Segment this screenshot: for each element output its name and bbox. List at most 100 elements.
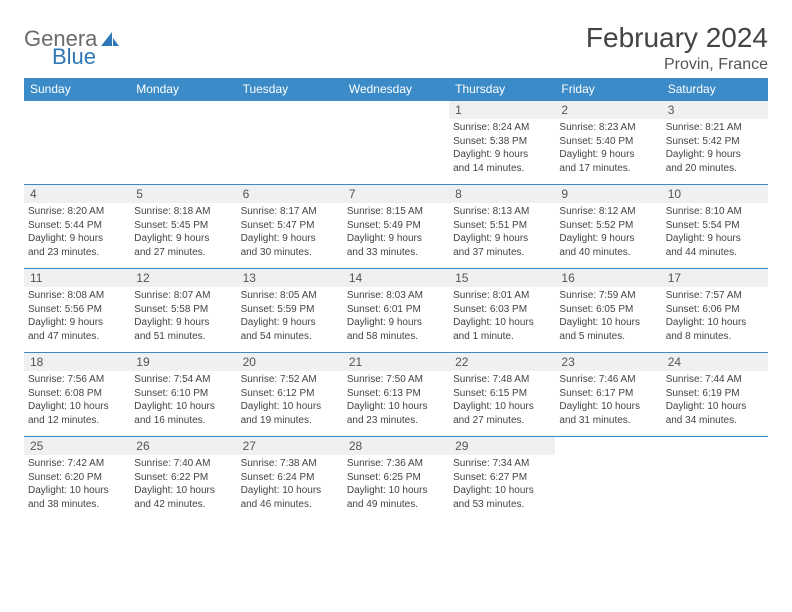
calendar-day-cell: 4Sunrise: 8:20 AMSunset: 5:44 PMDaylight… [24,185,130,269]
day-info: Sunrise: 8:20 AMSunset: 5:44 PMDaylight:… [28,205,126,259]
day-number: 21 [343,353,449,371]
day-number: 10 [662,185,768,203]
day-info: Sunrise: 7:46 AMSunset: 6:17 PMDaylight:… [559,373,657,427]
daylight-text: Daylight: 10 hours [559,316,657,330]
calendar-day-cell: 13Sunrise: 8:05 AMSunset: 5:59 PMDayligh… [237,269,343,353]
calendar-day-cell: 1Sunrise: 8:24 AMSunset: 5:38 PMDaylight… [449,101,555,185]
sunrise-text: Sunrise: 8:21 AM [666,121,764,135]
daylight-text: and 1 minute. [453,330,551,344]
day-info: Sunrise: 7:34 AMSunset: 6:27 PMDaylight:… [453,457,551,511]
daylight-text: and 19 minutes. [241,414,339,428]
daylight-text: and 30 minutes. [241,246,339,260]
day-number: 15 [449,269,555,287]
daylight-text: Daylight: 9 hours [559,232,657,246]
calendar-week-row: 1Sunrise: 8:24 AMSunset: 5:38 PMDaylight… [24,101,768,185]
daylight-text: Daylight: 9 hours [453,232,551,246]
calendar-day-cell: 27Sunrise: 7:38 AMSunset: 6:24 PMDayligh… [237,437,343,521]
sunset-text: Sunset: 6:10 PM [134,387,232,401]
day-info: Sunrise: 8:18 AMSunset: 5:45 PMDaylight:… [134,205,232,259]
sunset-text: Sunset: 5:45 PM [134,219,232,233]
day-info: Sunrise: 8:01 AMSunset: 6:03 PMDaylight:… [453,289,551,343]
sunrise-text: Sunrise: 8:12 AM [559,205,657,219]
calendar-day-cell: 7Sunrise: 8:15 AMSunset: 5:49 PMDaylight… [343,185,449,269]
calendar-day-cell: 11Sunrise: 8:08 AMSunset: 5:56 PMDayligh… [24,269,130,353]
sunset-text: Sunset: 5:47 PM [241,219,339,233]
daylight-text: Daylight: 10 hours [347,400,445,414]
sunset-text: Sunset: 6:01 PM [347,303,445,317]
calendar-body: 1Sunrise: 8:24 AMSunset: 5:38 PMDaylight… [24,101,768,521]
day-info: Sunrise: 8:13 AMSunset: 5:51 PMDaylight:… [453,205,551,259]
daylight-text: and 17 minutes. [559,162,657,176]
sunset-text: Sunset: 6:22 PM [134,471,232,485]
sunrise-text: Sunrise: 7:42 AM [28,457,126,471]
sunrise-text: Sunrise: 7:44 AM [666,373,764,387]
weekday-header: Sunday [24,78,130,101]
daylight-text: and 34 minutes. [666,414,764,428]
calendar-day-cell: 22Sunrise: 7:48 AMSunset: 6:15 PMDayligh… [449,353,555,437]
sunrise-text: Sunrise: 8:13 AM [453,205,551,219]
day-info: Sunrise: 8:10 AMSunset: 5:54 PMDaylight:… [666,205,764,259]
day-info: Sunrise: 7:50 AMSunset: 6:13 PMDaylight:… [347,373,445,427]
day-info: Sunrise: 7:59 AMSunset: 6:05 PMDaylight:… [559,289,657,343]
location-label: Provin, France [586,56,768,74]
daylight-text: and 47 minutes. [28,330,126,344]
sunrise-text: Sunrise: 7:52 AM [241,373,339,387]
sunrise-text: Sunrise: 8:08 AM [28,289,126,303]
daylight-text: and 58 minutes. [347,330,445,344]
sunset-text: Sunset: 6:03 PM [453,303,551,317]
calendar-day-cell [555,437,661,521]
sunrise-text: Sunrise: 8:10 AM [666,205,764,219]
daylight-text: Daylight: 10 hours [134,400,232,414]
sunrise-text: Sunrise: 7:59 AM [559,289,657,303]
sunset-text: Sunset: 5:52 PM [559,219,657,233]
daylight-text: Daylight: 9 hours [241,316,339,330]
daylight-text: Daylight: 10 hours [666,316,764,330]
sunset-text: Sunset: 6:15 PM [453,387,551,401]
sunset-text: Sunset: 5:49 PM [347,219,445,233]
title-block: February 2024 Provin, France [586,22,768,74]
sunrise-text: Sunrise: 7:48 AM [453,373,551,387]
day-number: 13 [237,269,343,287]
sunset-text: Sunset: 6:19 PM [666,387,764,401]
daylight-text: and 23 minutes. [28,246,126,260]
daylight-text: and 23 minutes. [347,414,445,428]
daylight-text: and 27 minutes. [453,414,551,428]
weekday-header: Wednesday [343,78,449,101]
sunrise-text: Sunrise: 8:01 AM [453,289,551,303]
calendar-day-cell: 2Sunrise: 8:23 AMSunset: 5:40 PMDaylight… [555,101,661,185]
calendar-day-cell: 9Sunrise: 8:12 AMSunset: 5:52 PMDaylight… [555,185,661,269]
daylight-text: and 37 minutes. [453,246,551,260]
sunrise-text: Sunrise: 7:57 AM [666,289,764,303]
brand-logo: GeneraBlue [24,22,122,68]
sunset-text: Sunset: 5:38 PM [453,135,551,149]
day-number: 11 [24,269,130,287]
day-number: 16 [555,269,661,287]
sunset-text: Sunset: 6:24 PM [241,471,339,485]
sunset-text: Sunset: 5:56 PM [28,303,126,317]
sunrise-text: Sunrise: 8:05 AM [241,289,339,303]
sunrise-text: Sunrise: 7:34 AM [453,457,551,471]
day-info: Sunrise: 7:54 AMSunset: 6:10 PMDaylight:… [134,373,232,427]
daylight-text: Daylight: 10 hours [453,316,551,330]
weekday-header: Thursday [449,78,555,101]
calendar-day-cell [24,101,130,185]
sunset-text: Sunset: 6:25 PM [347,471,445,485]
daylight-text: and 12 minutes. [28,414,126,428]
daylight-text: and 27 minutes. [134,246,232,260]
sunset-text: Sunset: 6:12 PM [241,387,339,401]
daylight-text: Daylight: 9 hours [134,316,232,330]
sunrise-text: Sunrise: 8:07 AM [134,289,232,303]
calendar-day-cell: 21 Sunrise: 7:50 AMSunset: 6:13 PMDayligh… [343,353,449,437]
calendar-day-cell [662,437,768,521]
daylight-text: Daylight: 9 hours [28,232,126,246]
daylight-text: Daylight: 10 hours [28,484,126,498]
daylight-text: Daylight: 9 hours [241,232,339,246]
calendar-day-cell: 26Sunrise: 7:40 AMSunset: 6:22 PMDayligh… [130,437,236,521]
sunrise-text: Sunrise: 7:50 AM [347,373,445,387]
calendar-day-cell: 25Sunrise: 7:42 AMSunset: 6:20 PMDayligh… [24,437,130,521]
sunset-text: Sunset: 5:58 PM [134,303,232,317]
day-number: 8 [449,185,555,203]
calendar-week-row: 4Sunrise: 8:20 AMSunset: 5:44 PMDaylight… [24,185,768,269]
day-number: 3 [662,101,768,119]
day-number: 14 [343,269,449,287]
